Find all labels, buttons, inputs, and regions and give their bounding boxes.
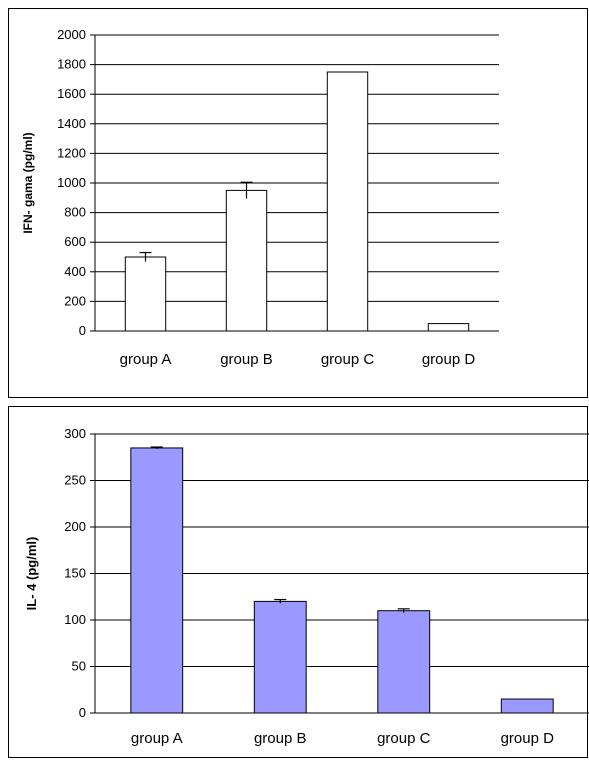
y-tick-label: 0 [79,323,86,338]
y-tick-label: 300 [64,426,86,441]
bar-group-c [326,71,369,332]
y-tick-label: 600 [64,234,86,249]
y-tick-label: 250 [64,473,86,488]
y-tick-label: 200 [64,519,86,534]
ifn-gama-bar-chart: 0 200 400 600 800 1000 1200 1400 1600 1800 2000 gro… [21,27,499,368]
chart-panel-il-4: 0 50 100 150 200 250 300 group A group B group C g… [8,406,589,758]
x-category-label: group A [131,730,183,747]
y-tick-label: 1000 [57,175,86,190]
bar-group-c [377,610,431,714]
y-tick-label: 400 [64,264,86,279]
bar-group-d [427,323,470,332]
x-category-label: group D [422,351,476,368]
y-tick-label: 100 [64,612,86,627]
y-tick-label: 1200 [57,145,86,160]
y-axis-title: IFN- gama (pg/ml) [21,132,35,233]
chart-panel-ifn-gama: 0 200 400 600 800 1000 1200 1400 1600 1800 2000 gro… [8,8,588,398]
y-tick-label: 0 [79,705,86,720]
il-4-bar-chart: 0 50 100 150 200 250 300 group A group B group C g… [24,426,589,747]
y-tick-label: 1600 [57,86,86,101]
bar-group-a [124,256,167,332]
x-category-label: group B [220,351,273,368]
y-tick-label: 150 [64,566,86,581]
y-tick-label: 2000 [57,27,86,42]
y-tick-label: 800 [64,205,86,220]
y-tick-label: 200 [64,293,86,308]
y-tick-label: 50 [72,659,86,674]
x-category-label: group C [377,730,431,747]
x-category-label: group B [254,730,307,747]
bar-group-b [225,189,268,332]
bar-group-d [500,698,554,714]
y-tick-label: 1800 [57,57,86,72]
x-category-label: group C [321,351,375,368]
bar-group-b [253,600,307,714]
bar-group-a [130,447,184,714]
y-axis-title: IL- 4 (pg/ml) [24,537,39,611]
x-category-label: group D [501,730,555,747]
x-category-label: group A [120,351,172,368]
y-tick-label: 1400 [57,116,86,131]
